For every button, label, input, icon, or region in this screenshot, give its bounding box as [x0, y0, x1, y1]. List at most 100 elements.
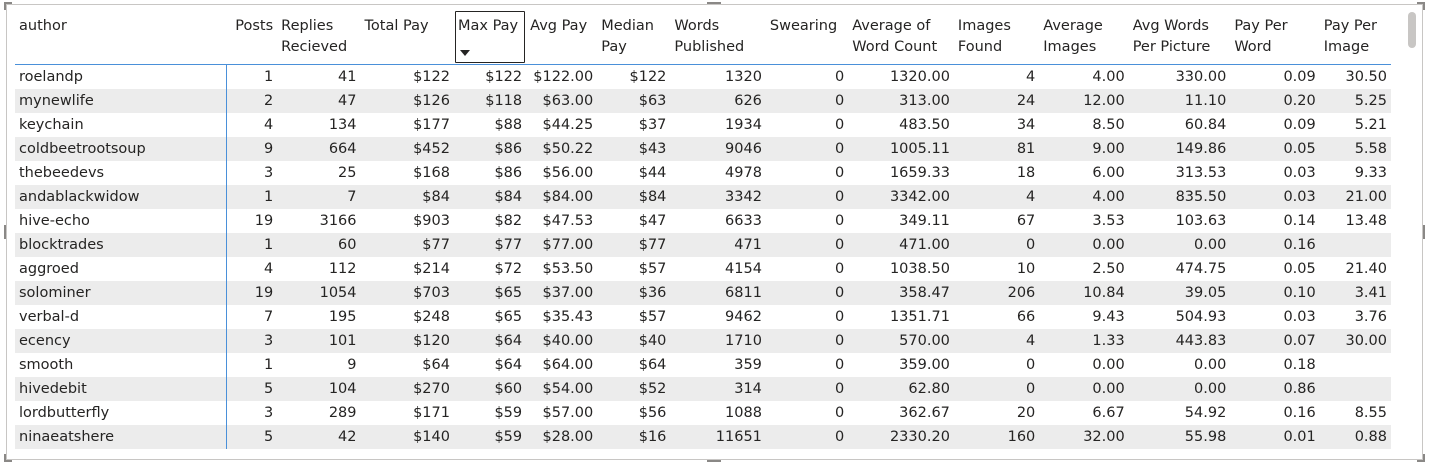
table-cell: $28.00 [526, 424, 598, 449]
table-cell: $82 [494, 212, 523, 229]
col-header-images-found[interactable]: Images Found [957, 18, 1011, 55]
resize-handle-bottom[interactable] [707, 460, 721, 462]
resize-handle-bottom-right-v[interactable] [1423, 454, 1425, 462]
table-row[interactable]: roelandp 1 41 $122 $122 $122.00 $122 1320 0 1320.… [15, 64, 1391, 89]
table-cell: $57 [638, 260, 667, 277]
table-cell: 0.86 [1230, 376, 1320, 401]
table-cell: 570.00 [848, 328, 954, 353]
col-header-replies-recieved[interactable]: Replies Recieved [281, 18, 348, 55]
table-cell: 18 [1016, 164, 1036, 181]
table-cell: 4978 [725, 164, 762, 181]
table-cell: 0 [835, 404, 845, 421]
table-cell: 0 [835, 116, 845, 133]
table-cell: $57.00 [542, 404, 594, 421]
resize-handle-bottom-left-v[interactable] [4, 454, 6, 462]
table-row[interactable]: keychain 4 134 $177 $88 $44.25 $37 1934 0 483.50 3… [15, 112, 1391, 137]
table-row[interactable]: verbal-d 7 195 $248 $65 $35.43 $57 9462 0 1351.71… [15, 304, 1391, 329]
table-cell: 4 [263, 260, 274, 277]
table-cell: $122 [413, 68, 450, 85]
table-cell: $64 [638, 356, 667, 373]
resize-handle-left[interactable] [4, 225, 6, 239]
table-row[interactable]: solominer 19 1054 $703 $65 $37.00 $36 6811 0 358.… [15, 280, 1391, 305]
resize-handle-top-left[interactable] [4, 2, 12, 4]
table-scroll-area[interactable]: author Posts Replies Recieved Total Pay … [15, 10, 1405, 460]
resize-handle-bottom-right[interactable] [1417, 460, 1425, 462]
table-cell: 1 [263, 68, 274, 85]
table-cell: 0.03 [1283, 164, 1316, 181]
vertical-scrollbar[interactable] [1408, 12, 1416, 48]
col-header-avg-pay[interactable]: Avg Pay [530, 18, 588, 34]
table-cell: $122 [629, 68, 667, 85]
col-header-average-of-word-count[interactable]: Average of Word Count [852, 18, 938, 55]
cell-author: thebeedevs [15, 160, 227, 185]
table-row[interactable]: smooth 1 9 $64 $64 $64.00 $64 359 0 359.00 0 0.00 0.… [15, 352, 1391, 377]
table-cell: 314 [670, 376, 766, 401]
table-cell: 0 [835, 260, 845, 277]
col-header-average-images[interactable]: Average Images [1043, 18, 1103, 55]
table-cell: $53.50 [542, 260, 594, 277]
table-cell: $65 [494, 308, 523, 325]
table-cell: $35.43 [542, 308, 594, 325]
table-cell: 160 [953, 424, 1040, 449]
table-row[interactable]: blocktrades 1 60 $77 $77 $77.00 $77 471 0 471.00 0… [15, 232, 1391, 257]
table-cell: $903 [413, 212, 450, 229]
table-row[interactable]: lordbutterfly 3 289 $171 $59 $57.00 $56 1088 0 36… [15, 400, 1391, 425]
table-cell: 4154 [725, 260, 762, 277]
col-header-total-pay[interactable]: Total Pay [364, 18, 429, 34]
table-cell: $77 [597, 232, 671, 257]
table-row[interactable]: coldbeetrootsoup 9 664 $452 $86 $50.22 $43 9046… [15, 136, 1391, 161]
col-header-pay-per-word[interactable]: Pay Per Word [1234, 18, 1288, 55]
table-cell: $703 [360, 280, 454, 305]
table-row[interactable]: andablackwidow 1 7 $84 $84 $84.00 $84 3342 0 3342… [15, 184, 1391, 209]
table-row[interactable]: thebeedevs 3 25 $168 $86 $56.00 $44 4978 0 1659.3… [15, 160, 1391, 185]
table-row[interactable]: hivedebit 5 104 $270 $60 $54.00 $52 314 0 62.80 0 0… [15, 376, 1391, 401]
col-header-words-published[interactable]: Words Published [674, 18, 745, 55]
table-cell: $140 [360, 424, 454, 449]
table-cell: $84 [597, 184, 671, 209]
table-row[interactable]: mynewlife 2 47 $126 $118 $63.00 $63 626 0 313.00 2… [15, 88, 1391, 113]
table-row[interactable]: aggroed 4 112 $214 $72 $53.50 $57 4154 0 1038.50 1… [15, 256, 1391, 281]
table-cell: $248 [413, 308, 450, 325]
table-row[interactable]: ecency 3 101 $120 $64 $40.00 $40 1710 0 570.00 4 1.… [15, 328, 1391, 353]
resize-handle-bottom-left[interactable] [4, 460, 12, 462]
resize-handle-top-right-v[interactable] [1423, 2, 1425, 10]
resize-handle-right[interactable] [1423, 225, 1425, 239]
table-cell: $40 [597, 328, 671, 353]
table-cell: 6.67 [1092, 404, 1125, 421]
table-cell: 7 [277, 184, 361, 209]
col-header-swearing[interactable]: Swearing [769, 18, 838, 34]
col-header-median-pay[interactable]: Median Pay [601, 18, 654, 55]
col-header-posts[interactable]: Posts [235, 18, 274, 34]
table-cell: 60 [277, 232, 361, 257]
table-cell: 0.01 [1230, 424, 1320, 449]
table-cell: 0.03 [1230, 184, 1320, 209]
table-cell: 6633 [725, 212, 762, 229]
cell-author: roelandp [15, 64, 227, 89]
table-cell: 0.16 [1283, 404, 1316, 421]
table-cell: 1.33 [1039, 328, 1129, 353]
table-row[interactable]: hive-echo 19 3166 $903 $82 $47.53 $47 6633 0 349.… [15, 208, 1391, 233]
table-body: roelandp 1 41 $122 $122 $122.00 $122 1320 0 1320.… [15, 64, 1391, 449]
table-cell: 474.75 [1175, 260, 1227, 277]
table-row[interactable]: ninaeatshere 5 42 $140 $59 $28.00 $16 11651 0 233… [15, 424, 1391, 449]
table-cell: 0 [953, 376, 1040, 401]
col-header-avg-words-per-picture[interactable]: Avg Words Per Picture [1132, 18, 1211, 55]
table-cell: $177 [413, 116, 450, 133]
table-cell: 8.50 [1092, 116, 1125, 133]
resize-handle-top-left-v[interactable] [4, 2, 6, 10]
table-cell: $65 [453, 280, 527, 305]
resize-handle-top-right[interactable] [1417, 2, 1425, 4]
col-header-author[interactable]: author [19, 18, 67, 34]
table-cell: 2.50 [1092, 260, 1125, 277]
table-cell: 20 [1016, 404, 1036, 421]
table-cell: $56 [638, 404, 667, 421]
col-header-pay-per-image[interactable]: Pay Per Image [1323, 18, 1378, 55]
table-cell: 134 [328, 116, 357, 133]
table-cell: 1005.11 [848, 136, 954, 161]
col-header-max-pay[interactable]: Max Pay [454, 10, 526, 64]
table-cell: $59 [494, 404, 523, 421]
table-cell: 12.00 [1039, 88, 1129, 113]
cell-author: andablackwidow [15, 184, 227, 209]
table-cell: $57 [638, 308, 667, 325]
resize-handle-top[interactable] [707, 2, 721, 4]
